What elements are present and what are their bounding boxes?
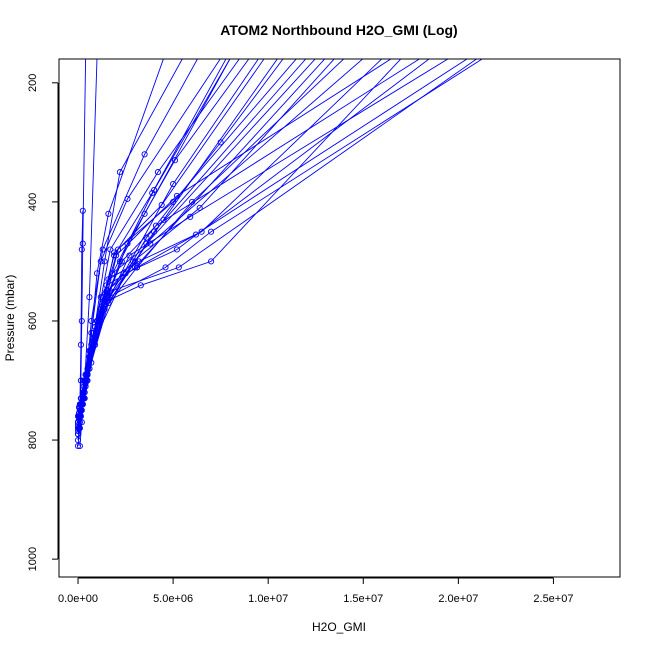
- x-tick-label: 5.0e+06: [153, 593, 193, 605]
- x-axis-label: H2O_GMI: [312, 620, 366, 634]
- data-point: [173, 246, 180, 253]
- data-point: [88, 317, 95, 325]
- data-point: [97, 258, 104, 265]
- profile-line-22: [79, 59, 316, 417]
- profile-line-31: [77, 59, 265, 432]
- data-point: [124, 195, 131, 202]
- data-point: [116, 258, 123, 265]
- data-point: [74, 428, 82, 435]
- x-tick-label: 0.0e+00: [58, 593, 98, 605]
- data-point: [76, 442, 83, 450]
- data-point: [93, 270, 101, 277]
- profile-line-32: [78, 59, 335, 414]
- y-axis-label: Pressure (mbar): [3, 275, 17, 362]
- data-point: [118, 258, 125, 265]
- data-point: [154, 169, 161, 176]
- data-point: [162, 264, 169, 271]
- x-tick-label: 1.0e+07: [248, 593, 288, 605]
- x-axis: 0.0e+00 5.0e+06 1.0e+07 1.5e+07 2.0e+07 2.5e+…: [58, 577, 573, 605]
- data-point: [137, 282, 144, 289]
- x-tick-label: 2.0e+07: [438, 593, 478, 605]
- data-point: [78, 246, 85, 253]
- data-point: [111, 249, 118, 256]
- profile-line-4: [78, 59, 250, 417]
- data-point: [86, 294, 93, 301]
- data-point: [151, 186, 158, 194]
- data-point: [170, 180, 177, 188]
- data-point: [152, 222, 160, 229]
- data-point: [99, 294, 106, 301]
- chart-title: ATOM2 Northbound H2O_GMI (Log): [220, 22, 457, 38]
- profile-line-30: [79, 59, 297, 408]
- data-point: [75, 416, 83, 423]
- y-axis: 200 400 600 800 1000: [27, 74, 59, 571]
- data-point: [173, 192, 180, 199]
- data-point: [107, 246, 114, 253]
- y-tick-label: 200: [27, 74, 39, 92]
- data-point: [74, 422, 82, 429]
- data-point: [198, 228, 205, 235]
- profile-line-3: [77, 59, 231, 429]
- y-tick-label: 400: [27, 193, 39, 211]
- profile-line-5: [77, 59, 284, 423]
- y-tick-label: 800: [27, 431, 39, 449]
- data-point: [77, 377, 84, 384]
- data-point: [141, 210, 148, 217]
- profile-line-28: [77, 59, 231, 426]
- profile-line-27: [79, 210, 84, 405]
- data-point: [79, 240, 86, 247]
- data-point: [116, 169, 123, 176]
- profile-line-2: [77, 59, 198, 435]
- data-point: [208, 258, 215, 265]
- data-point: [170, 198, 177, 205]
- data-point: [74, 442, 82, 450]
- data-point: [92, 341, 99, 348]
- data-point: [103, 294, 110, 301]
- data-point: [196, 204, 203, 211]
- data-point: [149, 189, 156, 197]
- data-point: [114, 246, 122, 253]
- data-point: [105, 210, 112, 217]
- profile-line-8: [77, 59, 364, 417]
- plot-area: [74, 59, 483, 450]
- data-point: [86, 365, 93, 372]
- data-point: [143, 240, 150, 247]
- data-point: [141, 151, 148, 158]
- data-point: [126, 252, 133, 259]
- data-point: [135, 258, 142, 265]
- x-tick-label: 1.5e+07: [343, 593, 383, 605]
- data-point: [158, 201, 165, 208]
- data-point: [208, 228, 215, 235]
- data-point: [192, 231, 199, 238]
- data-point: [130, 258, 137, 265]
- plot-frame: [58, 58, 621, 578]
- data-point: [171, 157, 179, 164]
- data-point: [101, 258, 108, 265]
- data-point: [75, 410, 83, 417]
- data-point: [78, 317, 85, 325]
- profile-line-7: [78, 59, 345, 408]
- x-tick-label: 2.5e+07: [533, 593, 573, 605]
- profile-line-13: [77, 59, 483, 423]
- data-point: [74, 431, 82, 438]
- y-tick-label: 600: [27, 312, 39, 330]
- data-point: [187, 213, 194, 220]
- profile-line-25: [79, 59, 227, 411]
- y-tick-label: 1000: [27, 547, 39, 571]
- data-point: [160, 216, 167, 223]
- data-point: [99, 246, 106, 253]
- data-point: [175, 264, 182, 271]
- data-point: [77, 341, 84, 348]
- profile-line-18: [77, 59, 240, 441]
- data-point: [79, 207, 86, 214]
